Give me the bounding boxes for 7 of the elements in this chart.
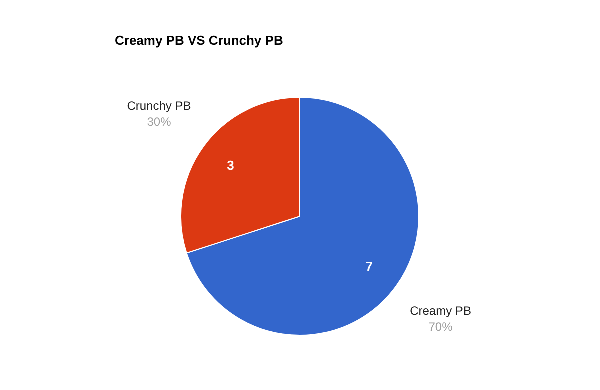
slice-label: Crunchy PB <box>127 99 192 114</box>
chart-title: Creamy PB VS Crunchy PB <box>115 33 284 48</box>
data-label: 70% <box>428 320 454 334</box>
data-label: 30% <box>147 115 172 130</box>
text: 7 <box>366 258 373 274</box>
text: 3 <box>227 158 234 174</box>
slice-label: Creamy PB <box>410 304 472 318</box>
